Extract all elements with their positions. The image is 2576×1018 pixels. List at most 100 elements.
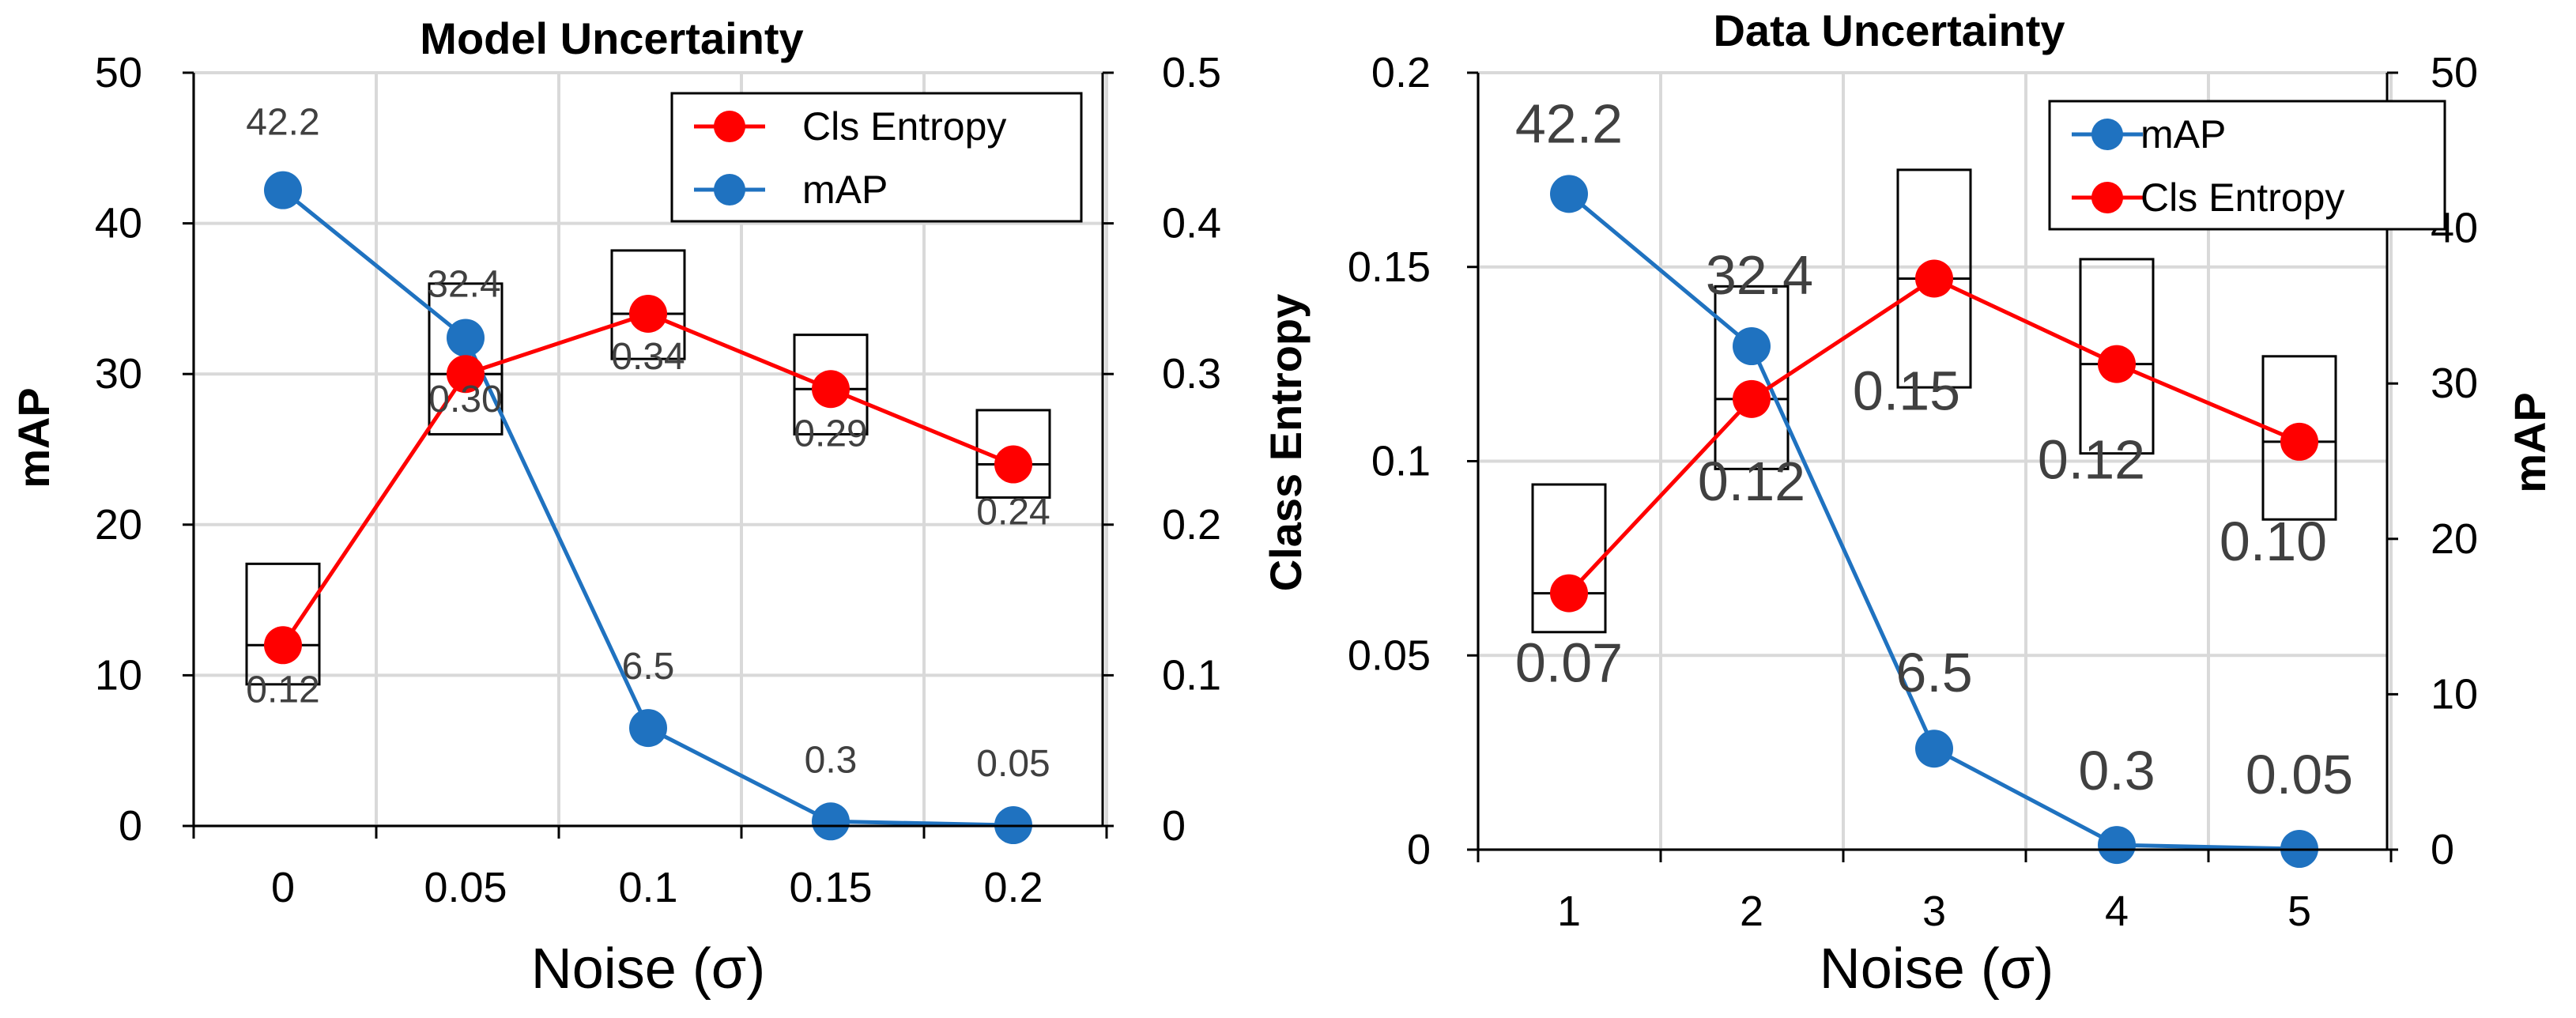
x-tick-label: 0.05 <box>424 864 507 911</box>
chart-title: Model Uncertainty <box>420 13 803 63</box>
y-tick-label-left: 10 <box>95 651 142 699</box>
range-box <box>2261 355 2337 521</box>
data-point-cls-entropy <box>1550 574 1588 613</box>
x-tick-label: 0 <box>271 864 295 911</box>
data-label-map: 32.4 <box>427 263 500 305</box>
y-tick-label-right: 30 <box>2431 360 2478 407</box>
legend-label-cls-entropy: Cls Entropy <box>2140 175 2344 220</box>
y-tick-label-left: 0.15 <box>1348 243 1431 291</box>
data-point-cls-entropy <box>264 626 302 665</box>
chart-data-uncertainty: Data Uncertainty 0 0.05 0.1 0.15 0.2 0 10 20 30 4… <box>1261 6 2555 1001</box>
y-tick-label-right: 50 <box>2431 49 2478 96</box>
y-tick-label-right: 0.2 <box>1162 501 1221 549</box>
range-box <box>245 562 321 686</box>
data-point-map <box>447 319 485 357</box>
y-tick-label-right: 0 <box>1162 802 1186 850</box>
y-axis-label-left: mAP <box>9 387 58 488</box>
data-point-cls-entropy <box>1915 259 1953 298</box>
data-label-cls-entropy: 0.07 <box>1515 632 1623 694</box>
x-tick-label: 4 <box>2105 888 2129 935</box>
range-box <box>793 334 869 435</box>
y-tick-label-left: 0.2 <box>1371 49 1431 96</box>
range-box <box>428 282 504 435</box>
data-label-cls-entropy: 0.12 <box>246 669 319 711</box>
x-tick-label: 0.1 <box>618 864 677 911</box>
data-point-map <box>812 802 850 841</box>
tick-labels: 0 10 20 30 40 50 0 0.1 0.2 0.3 0.4 0.5 0 0.05 0.1 0.15 0… <box>95 49 1221 911</box>
range-box <box>610 249 686 360</box>
data-label-cls-entropy: 0.10 <box>2220 511 2327 572</box>
y-tick-label-left: 20 <box>95 501 142 549</box>
x-tick-label: 0.15 <box>789 864 872 911</box>
data-label-map: 6.5 <box>1895 642 1972 703</box>
data-point-map <box>629 709 667 748</box>
y-tick-label-right: 10 <box>2431 670 2478 718</box>
y-tick-label-right: 0 <box>2431 826 2454 873</box>
data-point-cls-entropy <box>994 445 1032 484</box>
data-label-cls-entropy: 0.34 <box>611 336 685 378</box>
x-tick-label: 1 <box>1557 888 1581 935</box>
y-axis-label-left: Class Entropy <box>1261 294 1311 592</box>
y-tick-label-left: 30 <box>95 350 142 398</box>
y-tick-label-left: 0.1 <box>1371 438 1431 485</box>
data-point-map <box>1733 327 1771 366</box>
y-tick-label-left: 40 <box>95 200 142 247</box>
data-label-map: 42.2 <box>1515 92 1623 154</box>
data-labels: 42.2 32.4 6.5 0.3 0.05 0.12 0.30 0.34 0.29 0.24 <box>246 102 1050 785</box>
data-point-map <box>2098 826 2136 865</box>
data-label-cls-entropy: 0.12 <box>2038 429 2145 491</box>
data-point-cls-entropy <box>447 355 485 394</box>
legend: Cls Entropy mAP <box>670 92 1083 223</box>
series-line-cls-entropy <box>1567 276 2300 595</box>
data-label-cls-entropy: 0.30 <box>428 379 502 420</box>
legend-marker-cls-entropy <box>2091 182 2123 213</box>
series-lines <box>264 171 1032 845</box>
data-point-cls-entropy <box>2098 345 2136 383</box>
data-label-map: 0.3 <box>2078 740 2155 801</box>
series-lines <box>1550 175 2318 869</box>
data-label-cls-entropy: 0.29 <box>794 413 867 454</box>
data-point-map <box>264 171 302 209</box>
data-labels: 42.2 32.4 6.5 0.3 0.05 0.07 0.12 0.15 0.12 0.10 <box>1515 92 2353 805</box>
y-tick-label-right: 0.5 <box>1162 49 1221 96</box>
x-tick-label: 2 <box>1740 888 1763 935</box>
axes <box>183 71 1114 839</box>
data-label-map: 0.05 <box>2246 744 2353 805</box>
chart-title: Data Uncertainty <box>1713 6 2065 55</box>
data-label-map: 0.3 <box>805 739 858 781</box>
x-axis-label: Noise (σ) <box>531 937 765 1001</box>
y-tick-label-left: 0 <box>1407 826 1431 873</box>
data-label-cls-entropy: 0.12 <box>1698 451 1805 512</box>
data-point-cls-entropy <box>2280 422 2318 461</box>
x-tick-label: 5 <box>2287 888 2311 935</box>
y-tick-label-right: 0.4 <box>1162 200 1221 247</box>
data-point-cls-entropy <box>1733 379 1771 418</box>
y-axis-label-right: mAP <box>2505 392 2555 493</box>
x-axis-label: Noise (σ) <box>1820 937 2054 1001</box>
data-label-map: 6.5 <box>622 646 675 688</box>
legend-label-map: mAP <box>2140 112 2226 156</box>
legend-label-map: mAP <box>802 168 888 212</box>
legend-label-cls-entropy: Cls Entropy <box>802 104 1006 149</box>
range-box <box>1531 483 1607 634</box>
data-point-cls-entropy <box>812 370 850 409</box>
legend-marker-map <box>2091 119 2123 150</box>
y-tick-label-right: 20 <box>2431 515 2478 563</box>
legend-marker-cls-entropy <box>714 111 745 142</box>
data-label-cls-entropy: 0.24 <box>976 492 1050 534</box>
x-tick-label: 0.2 <box>983 864 1043 911</box>
legend-marker-map <box>714 174 745 205</box>
data-point-cls-entropy <box>629 294 667 333</box>
y-tick-label-right: 0.3 <box>1162 350 1221 398</box>
data-label-cls-entropy: 0.15 <box>1853 360 1960 421</box>
data-label-map: 0.05 <box>976 743 1050 785</box>
y-tick-label-left: 50 <box>95 49 142 96</box>
y-tick-label-left: 0.05 <box>1348 632 1431 679</box>
chart-model-uncertainty: Model Uncertainty 0102030405000.10.20.30… <box>9 13 1221 1001</box>
range-box <box>1714 285 1790 470</box>
data-point-map <box>1550 175 1588 213</box>
x-tick-label: 3 <box>1922 888 1946 935</box>
data-point-map <box>1915 730 1953 768</box>
legend: mAP Cls Entropy <box>2048 100 2446 231</box>
